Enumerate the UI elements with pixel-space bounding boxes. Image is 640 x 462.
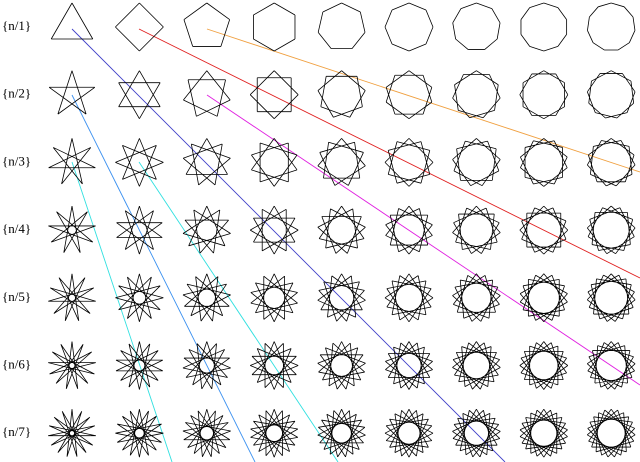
- guide-lines: [71, 28, 640, 462]
- star-polygon: [48, 70, 96, 115]
- star-polygon: [384, 138, 434, 187]
- star-polygon: [519, 341, 569, 390]
- star-polygon: [520, 2, 568, 52]
- star-polygon: [520, 138, 568, 187]
- star-polygon: [519, 408, 568, 458]
- star-polygon: [48, 409, 96, 457]
- star-polygon: [317, 70, 366, 118]
- star-polygon: [182, 409, 231, 457]
- star-polygon: [253, 2, 296, 52]
- star-polygon: [115, 409, 164, 458]
- star-polygon: [250, 273, 298, 322]
- guide-line: [71, 94, 256, 462]
- star-polygon: [519, 205, 569, 255]
- star-polygon: [384, 409, 434, 458]
- star-polygon: [116, 205, 163, 255]
- star-polygon: [385, 341, 433, 390]
- star-polygon: [48, 138, 96, 185]
- star-polygon: [317, 341, 366, 390]
- guide-line: [71, 28, 506, 462]
- row-label: {n/3}: [2, 153, 31, 168]
- star-polygon: [317, 273, 366, 322]
- star-polygon: [586, 341, 636, 390]
- star-polygon: [183, 70, 231, 117]
- row-label: {n/2}: [2, 86, 31, 101]
- star-polygon: [317, 2, 366, 50]
- star-polygon: [48, 206, 96, 253]
- row-label: {n/1}: [2, 18, 31, 33]
- star-polygon: [118, 70, 161, 119]
- star-polygon: [182, 273, 231, 322]
- star-polygon: [317, 409, 366, 458]
- star-polygon: [519, 273, 568, 323]
- star-polygon: [317, 205, 366, 254]
- star-polygon: [452, 138, 501, 187]
- star-polygon: [384, 2, 434, 52]
- star-polygon: [250, 409, 299, 458]
- star-polygon: [586, 70, 636, 119]
- star-polygon: [519, 70, 569, 120]
- star-polygon: [115, 341, 163, 390]
- star-polygon: [115, 138, 164, 187]
- guide-line: [138, 28, 640, 279]
- row-labels: {n/1} {n/2} {n/3} {n/4} {n/5} {n/6} {n/7}: [2, 18, 31, 439]
- star-polygon: [452, 273, 501, 322]
- star-polygon: [317, 138, 366, 186]
- star-polygon: [587, 408, 636, 458]
- star-polygon: [250, 205, 299, 255]
- star-polygon: [115, 2, 164, 52]
- star-grid: [48, 2, 636, 458]
- star-polygon: [452, 409, 501, 458]
- star-polygon: [251, 138, 298, 187]
- star-polygon: [384, 273, 434, 323]
- star-polygon: [182, 138, 231, 186]
- row-label: {n/5}: [2, 289, 31, 304]
- star-polygon: [48, 273, 96, 321]
- star-polygon: [115, 273, 164, 322]
- star-polygon: [182, 205, 231, 254]
- row-label: {n/6}: [2, 356, 31, 371]
- star-polygon: [452, 205, 501, 254]
- guide-line: [71, 161, 173, 462]
- star-polygon: [250, 341, 299, 390]
- star-polygon: [183, 2, 231, 47]
- star-polygon: [48, 341, 96, 389]
- star-polygon: [452, 2, 501, 50]
- row-label: {n/7}: [2, 424, 31, 439]
- star-polygon: [249, 70, 299, 119]
- guide-line: [206, 28, 640, 173]
- star-polygon: [385, 205, 433, 255]
- star-polygon: [587, 2, 636, 51]
- star-polygon: [452, 341, 501, 390]
- star-polygon: [452, 70, 501, 119]
- star-polygon: [385, 70, 433, 120]
- star-polygon: [50, 2, 94, 40]
- star-polygon: [586, 205, 636, 255]
- row-label: {n/4}: [2, 221, 31, 236]
- star-polygon: [586, 138, 636, 187]
- star-polygon: [182, 341, 231, 390]
- guide-line: [138, 161, 339, 462]
- star-polygon: [586, 273, 636, 322]
